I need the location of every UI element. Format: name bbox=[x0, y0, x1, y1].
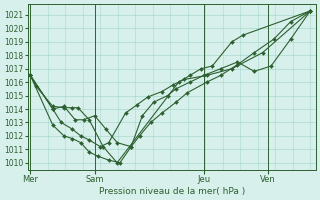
X-axis label: Pression niveau de la mer( hPa ): Pression niveau de la mer( hPa ) bbox=[99, 187, 245, 196]
